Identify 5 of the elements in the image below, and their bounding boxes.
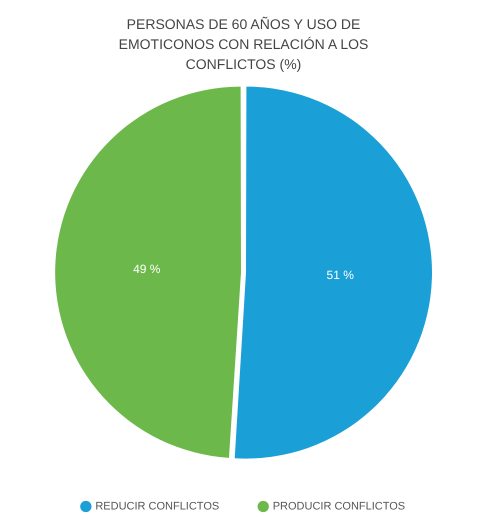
chart-title: PERSONAS DE 60 AÑOS Y USO DE EMOTICONOS CON RELACIÓN A LOS CONFLICTOS (%) bbox=[118, 15, 370, 74]
data-label: 51 % bbox=[326, 268, 354, 282]
legend-label: PRODUCIR CONFLICTOS bbox=[272, 500, 406, 513]
data-label: 49 % bbox=[133, 262, 161, 276]
legend-label: REDUCIR CONFLICTOS bbox=[95, 500, 220, 513]
